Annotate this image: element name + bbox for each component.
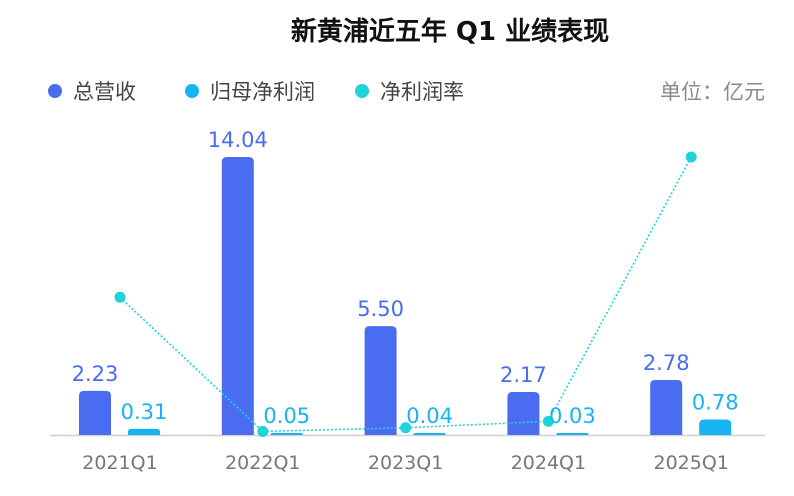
legend-label[interactable]: 总营收 <box>73 80 136 104</box>
legend-marker <box>48 84 62 98</box>
legend: 总营收 归母净利润 净利润率 <box>48 80 464 104</box>
legend-marker <box>355 84 369 98</box>
revenue-bar <box>364 326 397 435</box>
margin-point <box>685 151 697 163</box>
revenue-label: 2.78 <box>643 351 690 375</box>
net-profit-bar <box>128 428 160 435</box>
revenue-label: 2.17 <box>500 363 547 387</box>
margin-point <box>542 415 554 427</box>
net-profit-label: 0.03 <box>549 404 596 428</box>
x-tick-label: 2023Q1 <box>368 452 443 474</box>
net-profit-label: 0.05 <box>263 404 310 428</box>
net-profit-bar <box>556 433 589 435</box>
net-profit-label: 0.78 <box>692 391 739 415</box>
unit-label: 单位：亿元 <box>660 80 765 104</box>
chart-title: 新黄浦近五年 Q1 业绩表现 <box>291 16 609 47</box>
legend-marker <box>185 84 199 98</box>
x-tick-label: 2022Q1 <box>225 452 300 474</box>
net-profit-label: 0.31 <box>121 400 168 424</box>
x-tick-label: 2021Q1 <box>82 452 157 474</box>
revenue-label: 5.50 <box>357 297 404 321</box>
margin-point <box>114 291 126 303</box>
revenue-label: 2.23 <box>72 362 119 386</box>
margin-point <box>400 422 412 434</box>
margin-point <box>257 425 269 437</box>
net-profit-bar <box>699 419 732 435</box>
revenue-bar <box>221 157 254 435</box>
revenue-bar <box>507 392 540 435</box>
net-profit-bar <box>270 433 303 435</box>
revenue-bar <box>650 379 683 435</box>
legend-label[interactable]: 净利润率 <box>380 80 464 104</box>
legend-label[interactable]: 归母净利润 <box>210 80 315 104</box>
revenue-label: 14.04 <box>208 128 268 152</box>
x-tick-label: 2024Q1 <box>511 452 586 474</box>
x-tick-label: 2025Q1 <box>653 452 728 474</box>
revenue-bar <box>79 390 111 435</box>
net-profit-label: 0.04 <box>406 404 453 428</box>
margin-line <box>119 156 692 433</box>
net-profit-bar <box>413 433 446 435</box>
